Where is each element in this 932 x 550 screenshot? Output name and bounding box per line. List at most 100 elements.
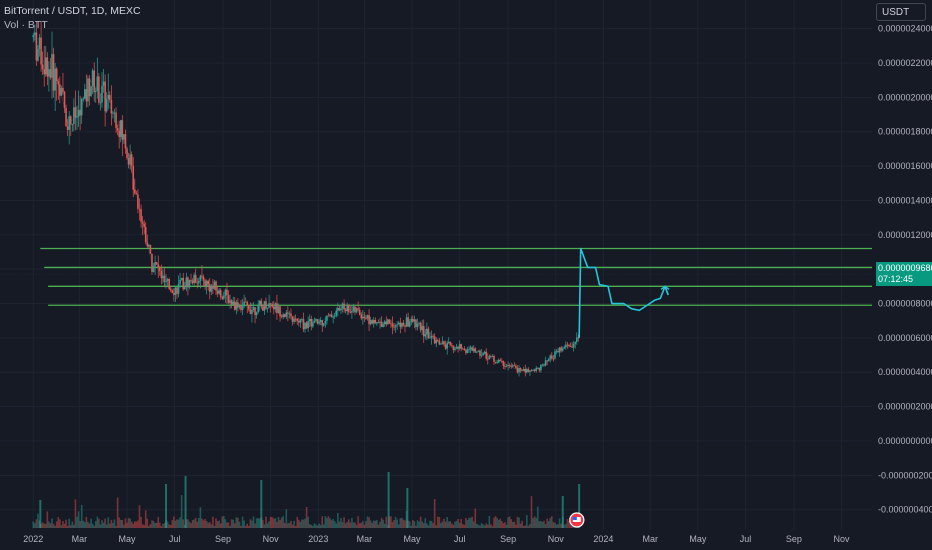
candle-body [243,301,245,307]
candle-body [180,277,183,280]
candle-body [73,107,75,125]
volume-bar [485,523,488,528]
volume-spike [184,476,187,528]
candle-body [474,348,477,353]
candle-body [518,368,520,373]
volume-bar [546,518,548,528]
volume-bar [394,516,397,528]
candle-body [87,78,89,102]
horizontal-levels[interactable] [40,247,872,306]
candle-body [430,335,433,338]
candle-body [91,70,94,87]
volume-bar [98,518,100,528]
candle-body [441,341,444,344]
volume-bar [141,524,144,528]
candle-body [127,158,130,165]
candle-body [524,368,527,373]
volume-bar [443,518,445,528]
volume-bar [421,521,423,528]
volume-bar [157,517,160,528]
y-tick-label: 0.0000016000 [878,161,932,171]
volume-bar [174,520,177,528]
candle-body [533,369,536,371]
candle-body [221,296,224,299]
volume-bar [508,516,511,528]
volume-bar [568,521,570,528]
volume-bar [397,524,400,528]
volume-bar [76,516,78,528]
candle-body [574,341,577,344]
candle-body [191,280,194,284]
currency-button[interactable]: USDT [876,3,926,21]
candle-body [98,76,100,103]
candle-body [344,309,347,312]
volume-bar [162,523,164,528]
volume-bar [148,525,150,528]
volume-bar [229,525,231,528]
price-candles [32,21,580,377]
volume-bar [536,506,539,528]
volume-bar [533,516,536,528]
volume-bar [308,524,311,528]
candle-body [169,288,172,291]
volume-bar [511,522,514,528]
candle-body [63,91,66,109]
volume-bar [558,518,561,528]
candle-body [352,306,355,311]
candle-body [491,356,494,357]
candle-body [554,351,556,359]
volume-bar [240,525,242,528]
volume-bar [519,523,522,528]
volume-bar [455,520,458,528]
time-axis[interactable]: 2022 Mar May Jul Sep Nov 2023 Mar May Jul Sep Nov 20… [23,534,850,544]
volume-bar [233,523,236,528]
candle-body [34,32,36,36]
candle-body [385,321,388,325]
volume-bar [129,518,131,528]
volume-bar [85,516,88,528]
volume-bar [466,520,469,528]
last-price-tag: 0.0000009686 07:12:45 [876,262,932,286]
projection-path[interactable] [578,247,669,338]
volume-bar [333,521,336,528]
candle-body [346,304,349,312]
volume-bar [316,525,319,528]
candle-body [510,365,513,367]
candle-body [332,316,334,318]
symbol-legend[interactable]: BitTorrent / USDT, 1D, MEXC [4,5,141,17]
candle-body [535,367,537,371]
candle-body [540,365,542,371]
candle-body [577,337,580,339]
projection-series[interactable] [578,247,670,338]
volume-legend[interactable]: Vol · BTT [4,19,48,31]
volume-bar [288,522,291,528]
candle-body [402,322,405,326]
candle-body [544,360,547,366]
candle-body [115,112,117,128]
candle-body [207,280,210,285]
volume-bar [257,517,259,528]
candle-body [158,267,161,271]
y-tick-label: -0.0000002000 [878,470,932,480]
volume-bar [510,519,513,528]
event-marker[interactable] [569,512,585,528]
candle-body [329,314,331,316]
volume-bar [491,525,494,528]
candle-body [32,35,35,38]
candle-body [138,208,141,210]
candle-body [312,322,314,327]
volume-bar [226,522,228,528]
volume-bar [322,524,325,528]
candle-body [307,321,309,329]
volume-bar [391,522,394,528]
candle-body [133,189,136,194]
candle-body [148,244,150,247]
volume-bar [155,522,158,528]
volume-bar [88,523,91,528]
volume-bar [419,516,422,528]
volume-bar [104,518,106,528]
y-tick-label: 0.0000008000 [878,299,932,309]
volume-bar [124,518,127,528]
volume-bar [193,519,195,528]
